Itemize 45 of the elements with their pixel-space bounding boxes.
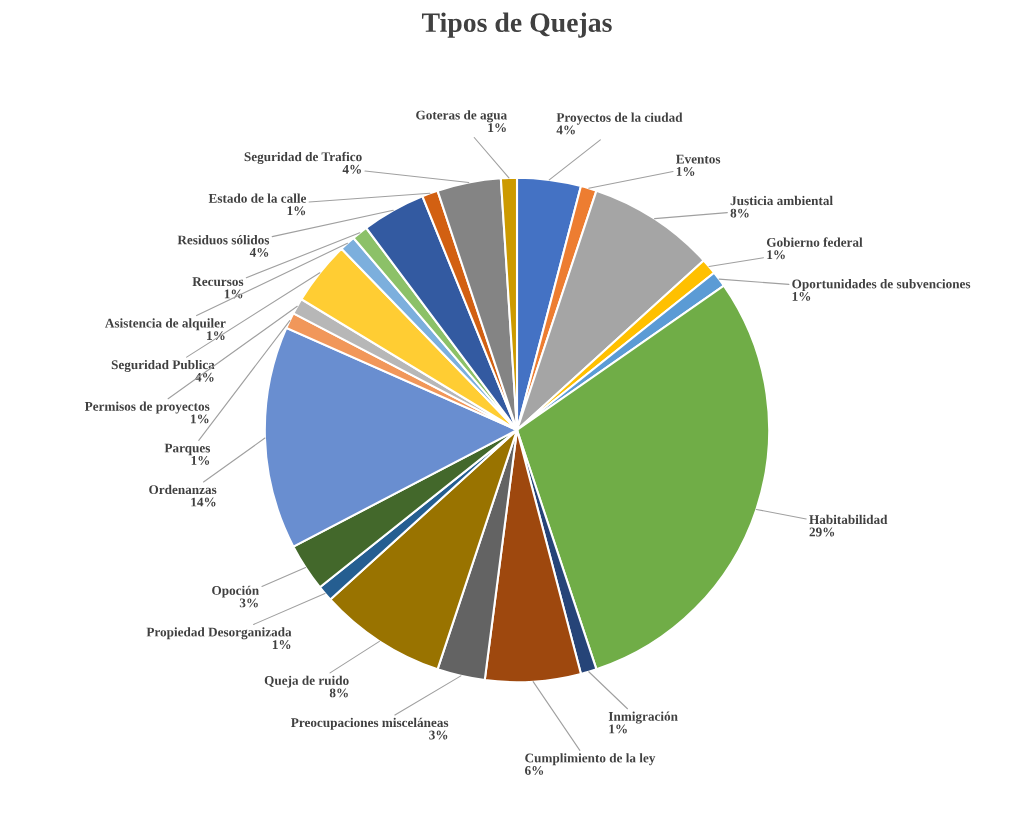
slice-label: Propiedad Desorganizada [146, 627, 292, 640]
slice-label: Permisos de proyectos [84, 401, 210, 414]
slice-label: Preocupaciones misceláneas [291, 717, 449, 730]
data-label: 8% [730, 208, 749, 218]
data-label: 1% [767, 250, 785, 260]
slice-label: Ordenanzas [149, 484, 217, 495]
slice-label: Goteras de agua [416, 110, 507, 123]
slice-label: Gobierno federal [766, 237, 863, 247]
data-label: 1% [191, 455, 210, 465]
slice-label: Eventos [676, 154, 721, 164]
data-label: 3% [239, 598, 258, 608]
data-label: 1% [224, 289, 243, 299]
data-label: 1% [676, 167, 695, 177]
slice-label: Oportunidades de subvenciones [792, 279, 971, 292]
data-label: 8% [329, 688, 348, 698]
data-label: 6% [525, 766, 544, 775]
slice-label: Parques [164, 443, 211, 456]
data-label: 1% [272, 640, 291, 650]
data-label: 1% [287, 206, 306, 216]
chart-title: Tipos de Quejas [421, 12, 612, 38]
slice-label: Inmigración [608, 711, 678, 724]
slice-label: Seguridad Publica [111, 359, 215, 372]
slice-label: Justicia ambiental [730, 195, 833, 206]
data-label: 29% [809, 527, 835, 537]
slice-label: Residuos sólidos [177, 235, 270, 245]
data-label: 1% [207, 331, 225, 341]
slice-label: Cumplimiento de la ley [525, 753, 656, 766]
slice-label: Opoción [212, 585, 259, 598]
slice-label: Queja de ruido [264, 675, 349, 688]
slice-label: Seguridad de Trafico [244, 151, 362, 164]
slice-label: Asistencia de alquiler [105, 318, 226, 331]
slice-label: Recursos [192, 277, 244, 287]
data-label: 1% [792, 291, 811, 301]
data-label: 4% [249, 247, 269, 257]
slice-label: Habitabilidad [809, 514, 888, 525]
data-label: 1% [488, 123, 506, 133]
data-label: 14% [191, 497, 216, 507]
data-label: 1% [609, 724, 627, 734]
slice-label: Proyectos de la ciudad [556, 112, 683, 125]
slice-label: Estado de la calle [208, 193, 307, 203]
data-label: 4% [342, 164, 361, 174]
data-label: 1% [191, 414, 209, 424]
data-label: 4% [195, 372, 214, 382]
data-label: 3% [429, 730, 448, 740]
data-label: 4% [556, 125, 575, 135]
